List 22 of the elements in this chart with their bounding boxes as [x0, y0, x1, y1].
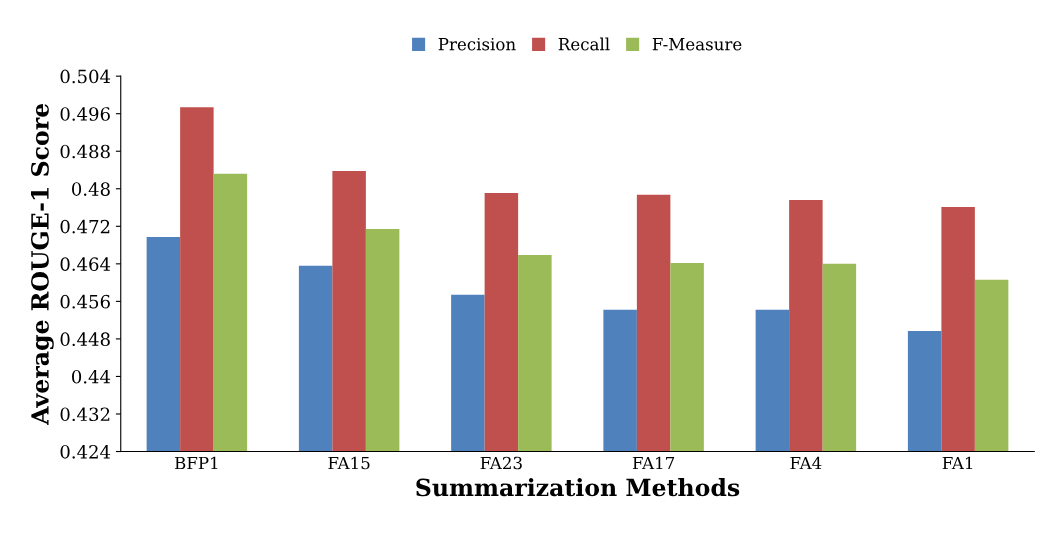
y-tick-label: 0.464 [60, 257, 111, 271]
legend-label: Precision [438, 37, 516, 51]
y-tick-label: 0.472 [60, 219, 110, 234]
legend-label: F-Measure [652, 38, 742, 51]
x-tick-label: FA4 [790, 456, 822, 470]
x-tick-label: FA17 [632, 456, 675, 470]
y-tick-label: 0.48 [72, 182, 110, 196]
x-tick-label: BFP1 [174, 456, 218, 470]
y-tick-label: 0.432 [60, 407, 110, 422]
y-tick-label: 0.456 [60, 294, 110, 309]
legend-label: Recall [558, 37, 610, 51]
x-tick-label: FA15 [328, 456, 370, 470]
x-axis-title: Summarization Methods [416, 478, 740, 497]
y-tick-label: 0.44 [72, 369, 111, 384]
y-tick-label: 0.448 [60, 332, 110, 347]
y-tick-label: 0.496 [60, 107, 110, 121]
x-tick-label: FA23 [480, 456, 522, 470]
y-tick-label: 0.504 [60, 69, 111, 84]
y-tick-label: 0.488 [60, 144, 110, 159]
x-tick-label: FA1 [942, 456, 973, 470]
y-tick-label: 0.424 [60, 444, 111, 459]
y-axis-title: Average ROUGE-1 Score [31, 103, 54, 426]
